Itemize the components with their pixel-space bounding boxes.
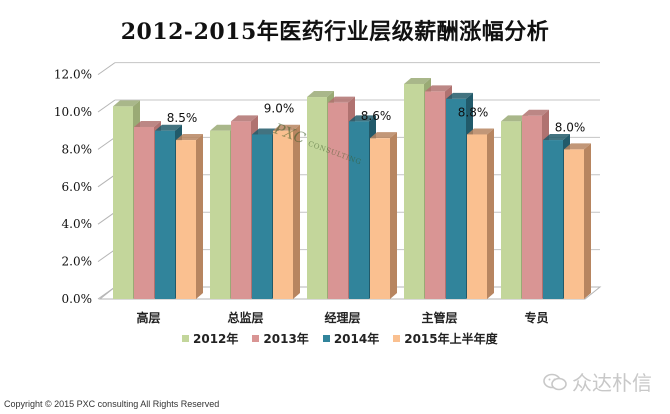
bar-side <box>196 134 203 299</box>
bar <box>113 106 133 299</box>
x-category-label: 主管层 <box>421 310 457 325</box>
data-label: 9.0% <box>264 102 295 116</box>
chart-title: 2012-2015年医药行业层级薪酬涨幅分析 <box>120 19 550 45</box>
bar <box>328 102 348 300</box>
legend-swatch-icon <box>322 335 330 342</box>
gridline-diag <box>97 211 116 225</box>
data-label: 8.5% <box>167 111 198 125</box>
bar <box>564 149 584 299</box>
legend-item-2014: 2014年 <box>322 330 380 347</box>
bar <box>404 83 424 299</box>
bar <box>467 134 487 299</box>
bar-group-3: 8.6% <box>307 91 397 300</box>
bar <box>134 126 154 300</box>
bar-group-5: 8.0% <box>501 109 591 300</box>
data-label: 8.8% <box>458 105 489 119</box>
bar-group-1: 8.5% <box>113 100 203 300</box>
bar <box>252 134 272 299</box>
bar-top <box>564 143 591 150</box>
bar <box>501 121 521 299</box>
y-tick-label: 8.0% <box>62 142 93 156</box>
legend-item-2012: 2012年 <box>182 330 238 347</box>
legend-swatch-icon <box>393 335 401 342</box>
y-tick-label: 10.0% <box>54 105 92 119</box>
gridline-diag <box>97 249 116 263</box>
bar-top <box>446 92 473 99</box>
bar <box>446 98 466 299</box>
bar-top <box>252 128 279 135</box>
x-category-label: 经理层 <box>324 310 360 325</box>
x-category-label: 专员 <box>524 310 548 325</box>
bar-group-2: 9.0% <box>210 102 300 299</box>
bar <box>210 130 230 299</box>
bar-side <box>293 124 300 299</box>
x-category-label: 高层 <box>136 310 160 325</box>
x-category-label: 总监层 <box>227 310 263 325</box>
bar-top <box>113 100 140 107</box>
bar-group-4: 8.8% <box>404 77 494 300</box>
bar <box>543 140 563 299</box>
bar <box>155 130 175 299</box>
bar <box>307 97 327 299</box>
copyright-text: Copyright © 2015 PXC consulting All Righ… <box>4 399 220 409</box>
bar-top <box>522 109 549 116</box>
bar-top <box>210 124 237 131</box>
legend-label: 2012年 <box>193 332 239 346</box>
brand-logo: 众达朴信 <box>542 367 652 396</box>
legend-swatch-icon <box>182 335 189 342</box>
legend-label: 2013年 <box>263 332 309 346</box>
bar <box>425 91 445 300</box>
bar-top <box>501 115 528 122</box>
gridline-diag <box>97 136 116 150</box>
bar-top <box>155 124 182 131</box>
y-tick-label: 2.0% <box>62 255 93 269</box>
data-label: 8.0% <box>555 120 586 134</box>
legend-label: 2014年 <box>333 332 380 346</box>
bar <box>176 140 196 299</box>
bar-top <box>425 85 452 92</box>
brand-name: 众达朴信 <box>572 371 652 395</box>
bar-top <box>467 128 494 135</box>
legend-swatch-icon <box>252 335 260 342</box>
data-label: 8.6% <box>361 109 392 123</box>
legend-label: 2015年上半年度 <box>404 332 498 346</box>
bar-side <box>390 132 397 299</box>
bar <box>349 121 369 299</box>
bar-top <box>543 134 570 141</box>
wechat-icon <box>543 373 567 390</box>
bar <box>273 130 293 299</box>
y-tick-label: 4.0% <box>62 217 93 231</box>
bar-top <box>134 120 161 127</box>
bar-top <box>307 91 334 98</box>
gridline-diag <box>97 99 116 113</box>
bar <box>231 121 251 299</box>
bar-side <box>584 143 591 299</box>
bar-side <box>487 128 494 299</box>
legend-item-2013: 2013年 <box>252 330 309 347</box>
bar-top <box>404 77 431 84</box>
bar-top <box>370 132 397 139</box>
bar <box>522 115 542 300</box>
bar <box>370 138 390 299</box>
y-tick-label: 0.0% <box>62 292 93 306</box>
bar-top <box>328 96 355 103</box>
bar-top <box>349 115 376 122</box>
chart-legend: 2012年 2013年 2014年 2015年上半年度 <box>182 330 498 347</box>
y-tick-label: 12.0% <box>54 68 92 82</box>
gridline-diag <box>97 62 116 76</box>
bar-top <box>273 124 300 131</box>
bar-top <box>176 134 203 141</box>
bar-top <box>231 115 258 122</box>
legend-item-2015h1: 2015年上半年度 <box>393 330 498 347</box>
y-tick-label: 6.0% <box>62 180 93 194</box>
gridline-diag <box>97 174 116 188</box>
